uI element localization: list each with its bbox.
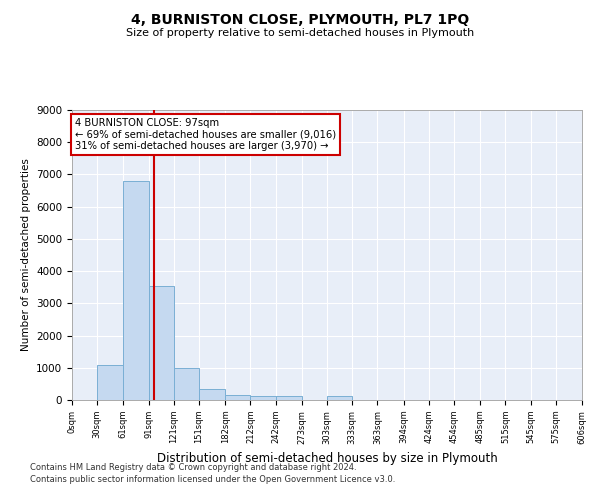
X-axis label: Distribution of semi-detached houses by size in Plymouth: Distribution of semi-detached houses by … [157, 452, 497, 465]
Y-axis label: Number of semi-detached properties: Number of semi-detached properties [20, 158, 31, 352]
Bar [124, 181, 149, 400]
Bar [97, 364, 124, 400]
Bar [250, 396, 275, 400]
Bar [149, 286, 174, 400]
Bar [327, 396, 352, 400]
Bar [199, 388, 225, 400]
Bar [225, 395, 250, 400]
Text: 4 BURNISTON CLOSE: 97sqm
← 69% of semi-detached houses are smaller (9,016)
31% o: 4 BURNISTON CLOSE: 97sqm ← 69% of semi-d… [74, 118, 335, 152]
Text: Contains public sector information licensed under the Open Government Licence v3: Contains public sector information licen… [30, 475, 395, 484]
Text: Contains HM Land Registry data © Crown copyright and database right 2024.: Contains HM Land Registry data © Crown c… [30, 464, 356, 472]
Bar [174, 368, 199, 400]
Text: 4, BURNISTON CLOSE, PLYMOUTH, PL7 1PQ: 4, BURNISTON CLOSE, PLYMOUTH, PL7 1PQ [131, 12, 469, 26]
Text: Size of property relative to semi-detached houses in Plymouth: Size of property relative to semi-detach… [126, 28, 474, 38]
Bar [275, 396, 302, 400]
